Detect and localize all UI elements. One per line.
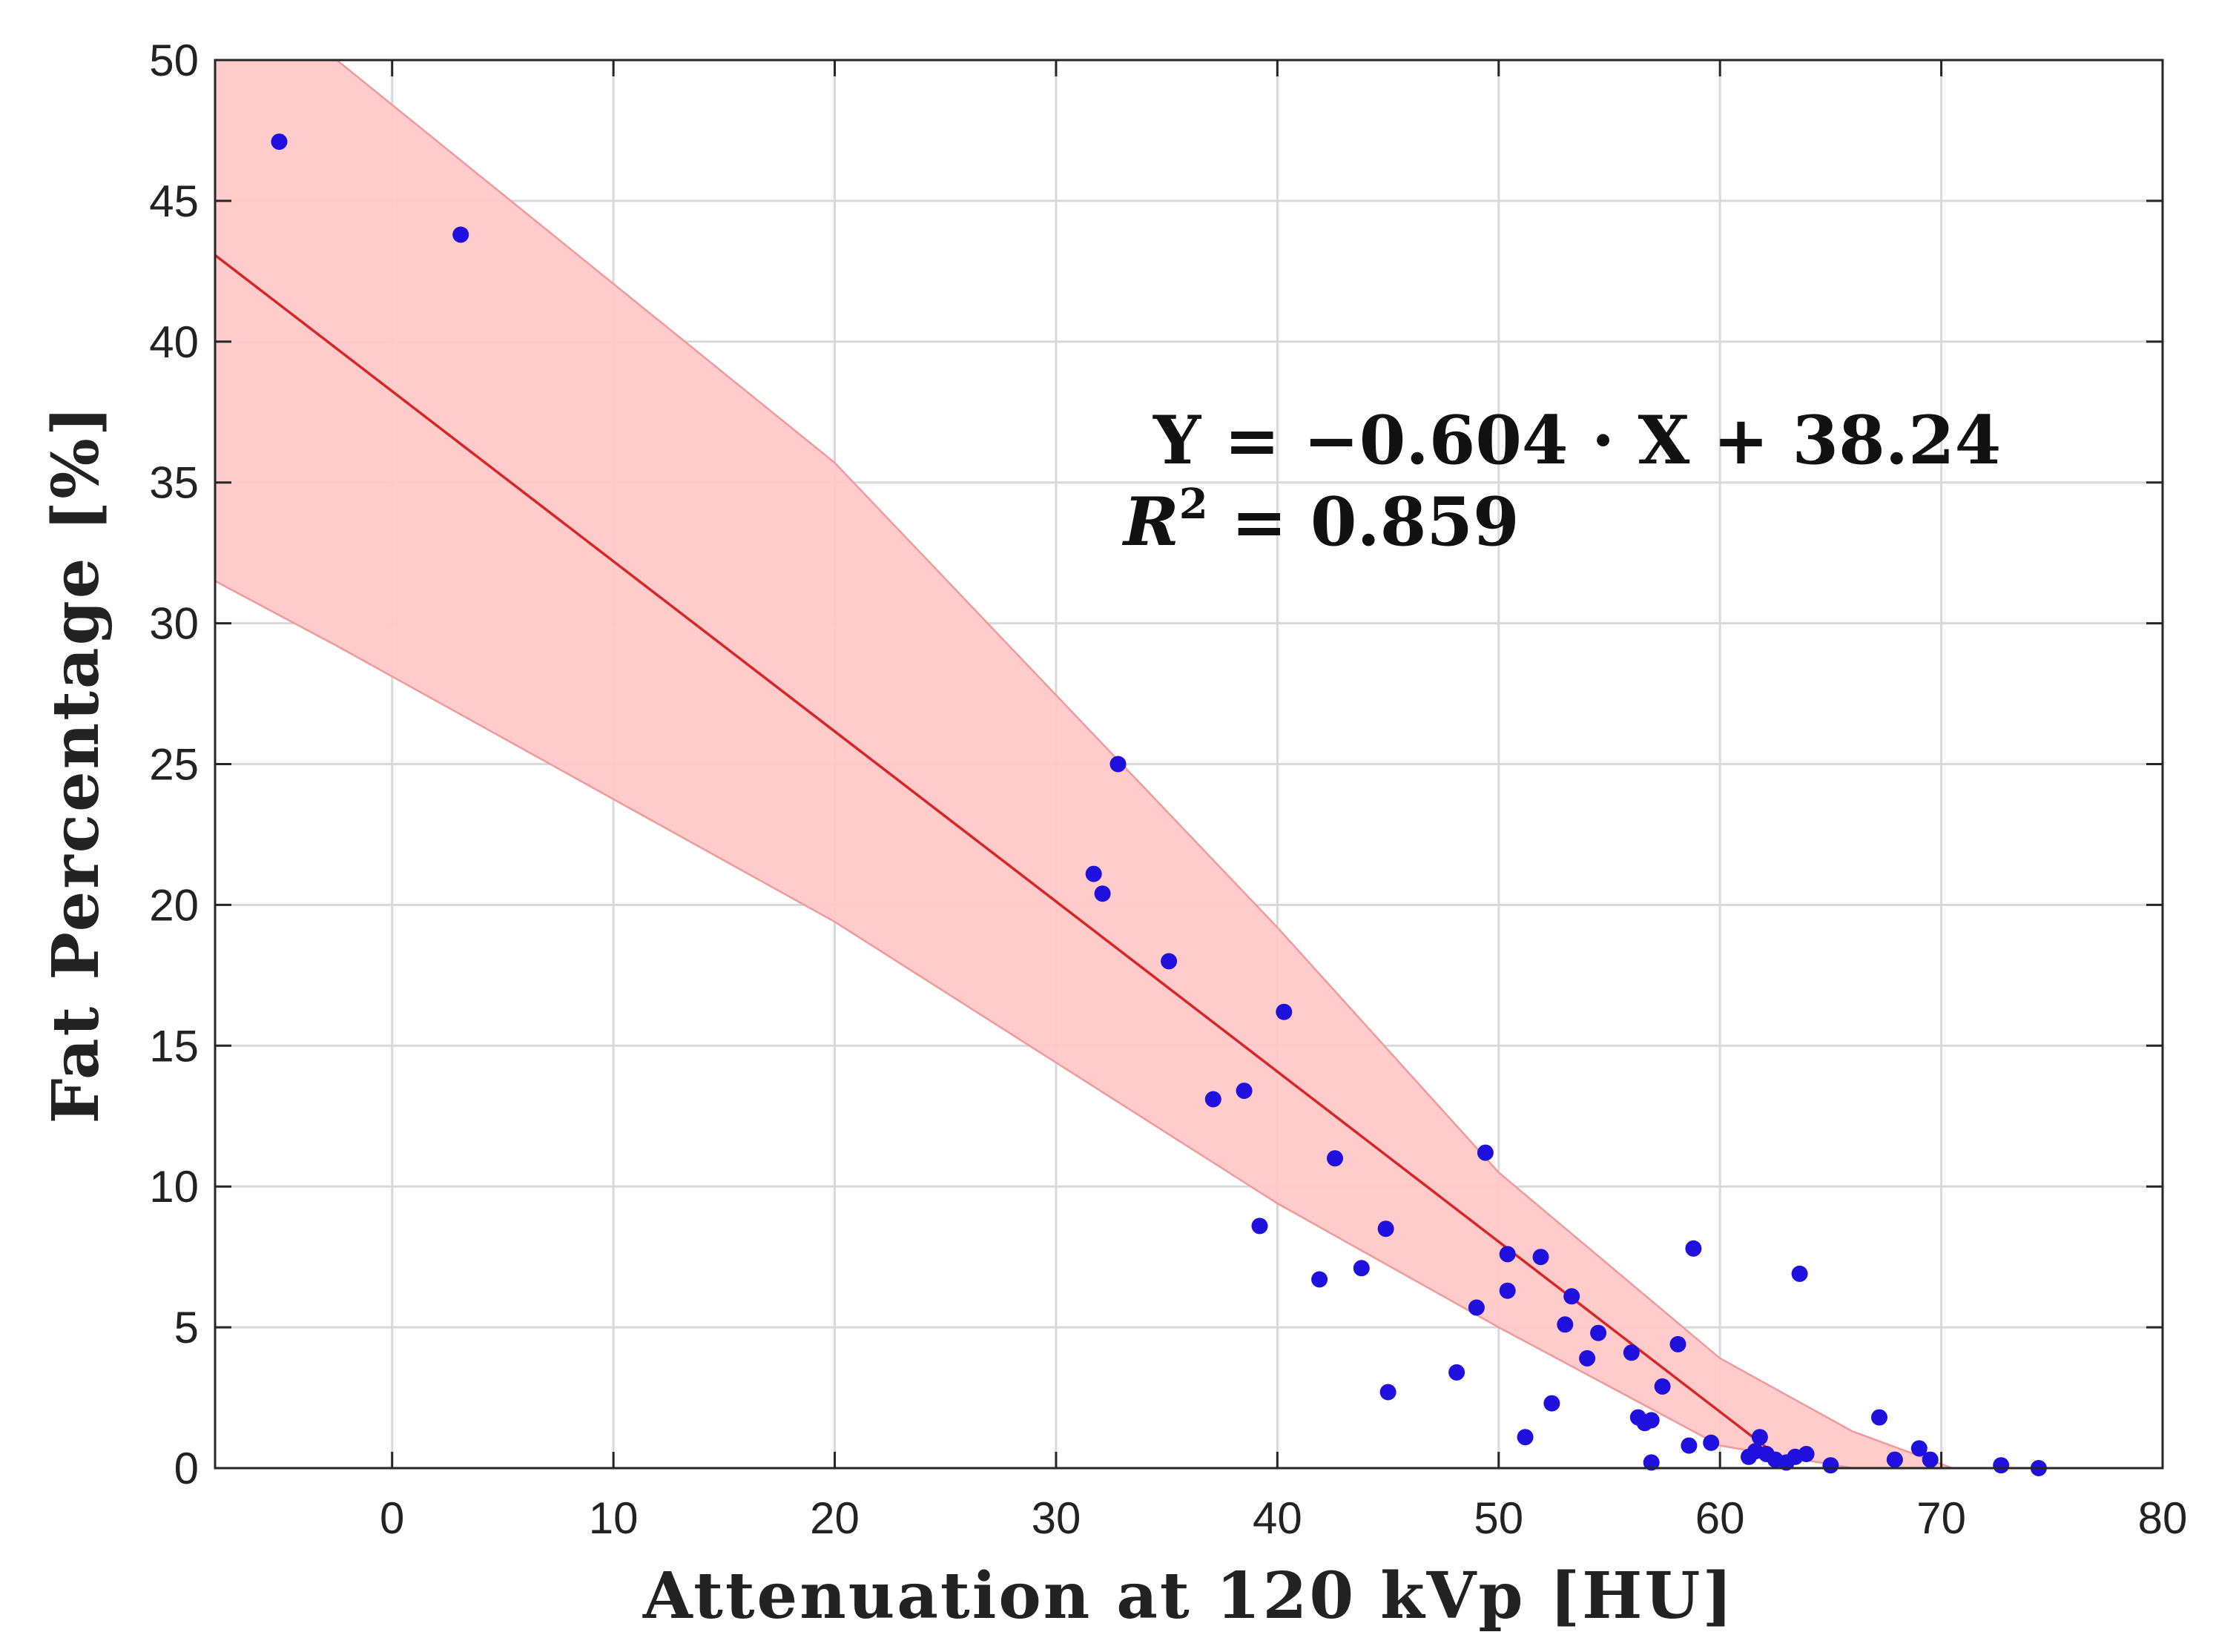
x-tick-label: 10 xyxy=(589,1493,639,1543)
data-point xyxy=(1311,1271,1328,1288)
x-tick-label: 70 xyxy=(1916,1493,1966,1543)
y-tick-label: 25 xyxy=(149,740,199,790)
confidence-band xyxy=(215,60,1953,1468)
data-point xyxy=(1276,1003,1293,1020)
data-point xyxy=(1251,1217,1268,1235)
data-point xyxy=(1499,1246,1516,1263)
data-point xyxy=(1643,1412,1660,1429)
data-point xyxy=(1623,1344,1640,1361)
r2-symbol: R xyxy=(1121,483,1179,561)
data-point xyxy=(1094,885,1111,902)
data-point xyxy=(1557,1316,1574,1333)
y-tick-label: 50 xyxy=(149,36,199,85)
data-point xyxy=(1681,1437,1698,1454)
data-point xyxy=(1377,1220,1394,1238)
data-point xyxy=(452,226,469,243)
data-point xyxy=(1579,1349,1596,1367)
data-point xyxy=(1798,1446,1815,1462)
data-point xyxy=(1499,1282,1516,1299)
y-tick-label: 5 xyxy=(174,1303,199,1352)
x-tick-label: 50 xyxy=(1474,1493,1523,1543)
y-tick-label: 20 xyxy=(149,880,199,930)
x-tick-label: 60 xyxy=(1695,1493,1745,1543)
data-point xyxy=(1703,1434,1720,1451)
tick-labels: 0 10 20 30 40 50 60 70 80 0 5 10 15 20 25 30 35 40 45 50 xyxy=(149,36,2187,1543)
data-point xyxy=(1379,1384,1396,1401)
data-point xyxy=(1468,1299,1485,1316)
data-point xyxy=(1685,1240,1702,1257)
equation-y-symbol: Y xyxy=(1152,401,1202,480)
x-tick-label: 20 xyxy=(810,1493,860,1543)
equation-body: = −0.604 · X + 38.24 xyxy=(1201,401,2001,480)
data-point xyxy=(1871,1409,1887,1426)
data-point xyxy=(1993,1457,2010,1474)
data-point xyxy=(1910,1440,1928,1457)
data-point xyxy=(1590,1324,1607,1341)
data-point xyxy=(1109,756,1127,773)
data-point xyxy=(1327,1150,1343,1167)
data-point xyxy=(1236,1083,1253,1100)
data-point xyxy=(1791,1265,1808,1282)
data-points xyxy=(271,133,2047,1476)
data-point xyxy=(1886,1451,1903,1468)
data-point xyxy=(1532,1249,1549,1266)
data-point xyxy=(1543,1395,1560,1412)
data-point xyxy=(1517,1429,1534,1446)
data-point xyxy=(1477,1144,1494,1161)
x-tick-label: 80 xyxy=(2138,1493,2188,1543)
data-point xyxy=(271,133,288,151)
x-tick-label: 30 xyxy=(1032,1493,1081,1543)
y-tick-label: 15 xyxy=(149,1021,199,1071)
r2-value: = 0.859 xyxy=(1208,483,1520,561)
data-point xyxy=(1751,1429,1768,1446)
data-point xyxy=(1822,1457,1839,1474)
y-tick-label: 40 xyxy=(149,317,199,367)
data-point xyxy=(1669,1335,1686,1352)
r-squared: R2 = 0.859 xyxy=(1121,480,1520,561)
data-point xyxy=(1922,1451,1939,1468)
data-point xyxy=(1654,1378,1671,1395)
data-point xyxy=(1085,865,1102,882)
data-point xyxy=(1563,1288,1580,1305)
x-tick-label: 40 xyxy=(1253,1493,1302,1543)
data-point xyxy=(1353,1260,1370,1277)
x-axis-title: Attenuation at 120 kVp [HU] xyxy=(642,1559,1735,1633)
y-tick-label: 35 xyxy=(149,458,199,508)
y-tick-label: 45 xyxy=(149,176,199,226)
data-point xyxy=(1643,1454,1660,1471)
y-tick-label: 0 xyxy=(174,1444,199,1493)
regression-equation: Y = −0.604 · X + 38.24 xyxy=(1152,401,2001,480)
data-point xyxy=(1448,1364,1465,1381)
y-tick-label: 30 xyxy=(149,599,199,649)
regression-line xyxy=(215,254,1794,1468)
r2-superscript: 2 xyxy=(1179,480,1208,529)
y-axis-title: Fat Percentage [%] xyxy=(39,403,113,1123)
data-point xyxy=(1161,953,1178,970)
x-tick-label: 0 xyxy=(380,1493,404,1543)
y-tick-label: 10 xyxy=(149,1162,199,1212)
data-point xyxy=(1204,1091,1221,1108)
